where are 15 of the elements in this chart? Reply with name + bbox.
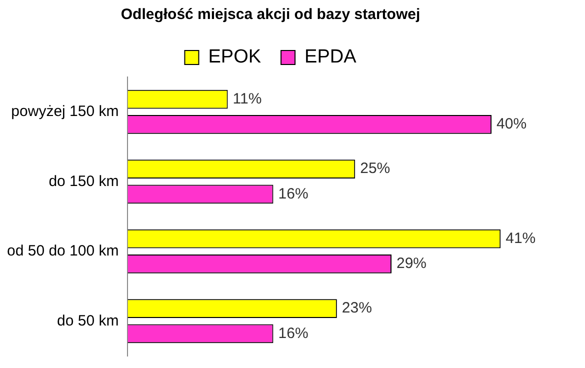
data-label: 25%: [360, 160, 390, 178]
data-label: 11%: [232, 90, 262, 108]
data-label: 16%: [278, 324, 308, 342]
y-tick-label: do 50 km: [57, 312, 119, 330]
chart-title: Odległość miejsca akcji od bazy startowej: [120, 6, 420, 24]
data-label: 29%: [396, 255, 427, 272]
legend-label: EPOK: [208, 46, 262, 68]
y-tick-label: od 50 do 100 km: [6, 242, 119, 260]
data-label: 40%: [496, 116, 527, 133]
data-label: 23%: [342, 300, 372, 317]
y-tick-label: powyżej 150 km: [11, 103, 119, 120]
data-label: 16%: [278, 185, 308, 202]
y-tick-label: do 150 km: [48, 172, 119, 190]
data-label: 41%: [506, 230, 536, 247]
legend-label: EPDA: [304, 46, 357, 68]
